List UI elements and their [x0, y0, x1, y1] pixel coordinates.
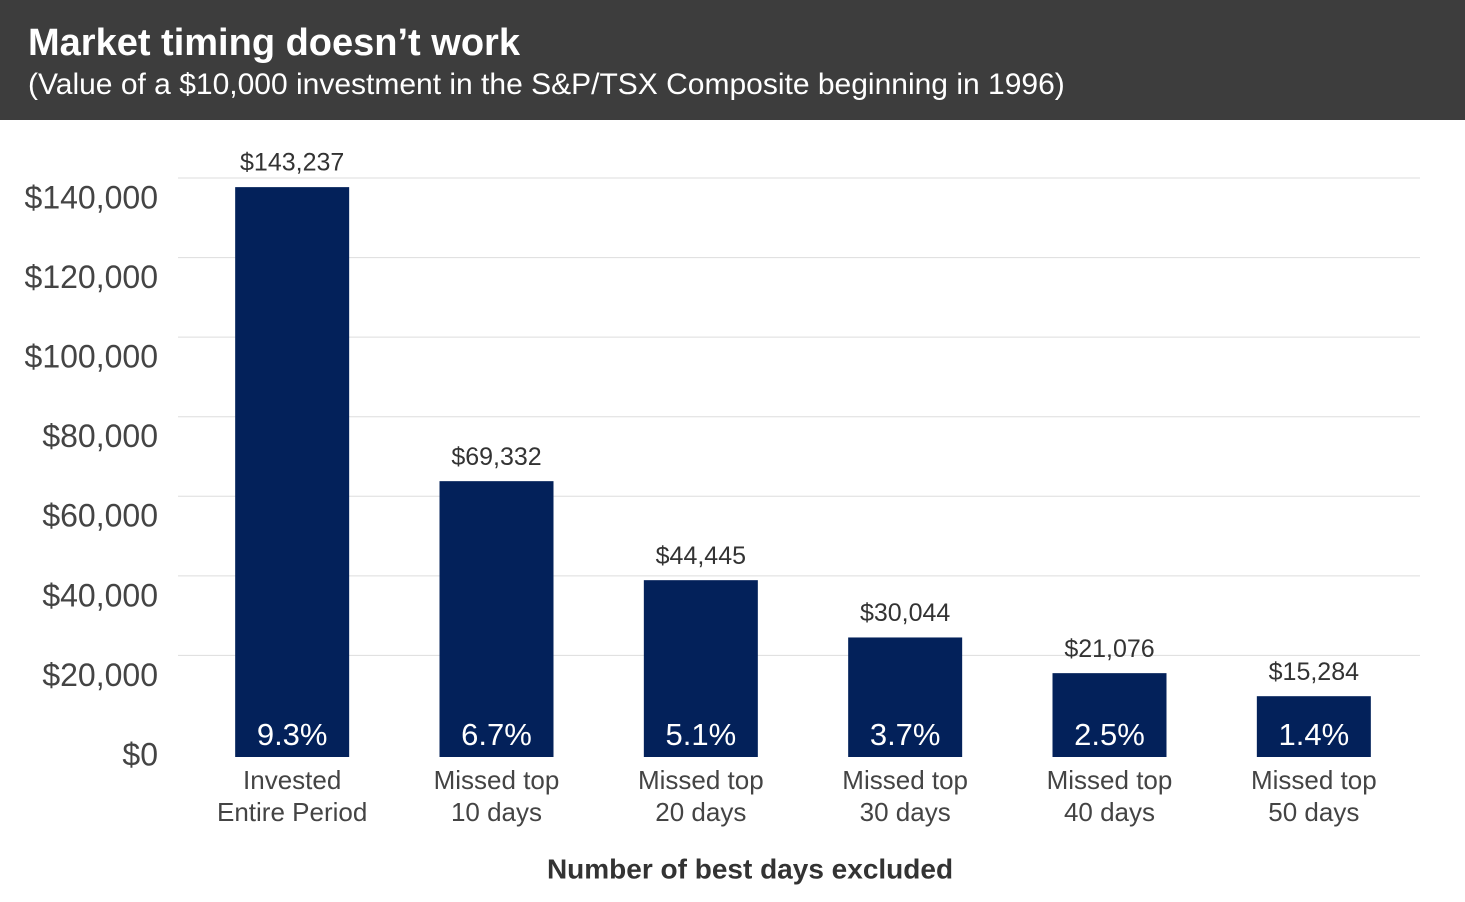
x-tick-label: Entire Period: [217, 797, 367, 827]
value-label: $44,445: [656, 542, 746, 570]
x-tick-label: 40 days: [1064, 797, 1155, 827]
value-label: $21,076: [1064, 635, 1154, 663]
return-label: 3.7%: [870, 717, 941, 752]
value-label: $15,284: [1269, 658, 1359, 686]
x-tick-label: Missed top: [1047, 765, 1173, 795]
x-tick-label: Missed top: [638, 765, 764, 795]
chart-subtitle: (Value of a $10,000 investment in the S&…: [28, 68, 1065, 101]
return-label: 2.5%: [1074, 717, 1145, 752]
y-tick-label: $80,000: [42, 418, 158, 454]
return-label: 9.3%: [257, 717, 328, 752]
x-tick-label: 10 days: [451, 797, 542, 827]
x-tick-label: Missed top: [434, 765, 560, 795]
bar: [1256, 696, 1371, 757]
bar: [439, 481, 554, 757]
bar: [1052, 673, 1167, 757]
x-tick-label: 30 days: [860, 797, 951, 827]
y-tick-label: $100,000: [25, 339, 158, 375]
return-label: 5.1%: [665, 717, 736, 752]
x-tick-label: 50 days: [1268, 797, 1359, 827]
value-label: $143,237: [240, 149, 344, 177]
y-tick-label: $140,000: [25, 179, 158, 215]
bar: [848, 637, 963, 757]
return-label: 6.7%: [461, 717, 532, 752]
y-tick-label: $0: [122, 736, 158, 772]
x-tick-label: 20 days: [655, 797, 746, 827]
return-label: 1.4%: [1278, 717, 1349, 752]
x-tick-label: Missed top: [1251, 765, 1377, 795]
bar: [235, 187, 350, 758]
value-label: $69,332: [451, 443, 541, 471]
y-tick-label: $120,000: [25, 259, 158, 295]
x-axis-title: Number of best days excluded: [547, 853, 953, 884]
header-band: [0, 0, 1465, 120]
x-tick-label: Missed top: [842, 765, 968, 795]
bar: [643, 580, 758, 757]
y-tick-label: $60,000: [42, 498, 158, 534]
value-label: $30,044: [860, 599, 950, 627]
chart-title: Market timing doesn’t work: [28, 22, 521, 64]
y-tick-label: $40,000: [42, 577, 158, 613]
y-tick-label: $20,000: [42, 657, 158, 693]
x-tick-label: Invested: [243, 765, 341, 795]
